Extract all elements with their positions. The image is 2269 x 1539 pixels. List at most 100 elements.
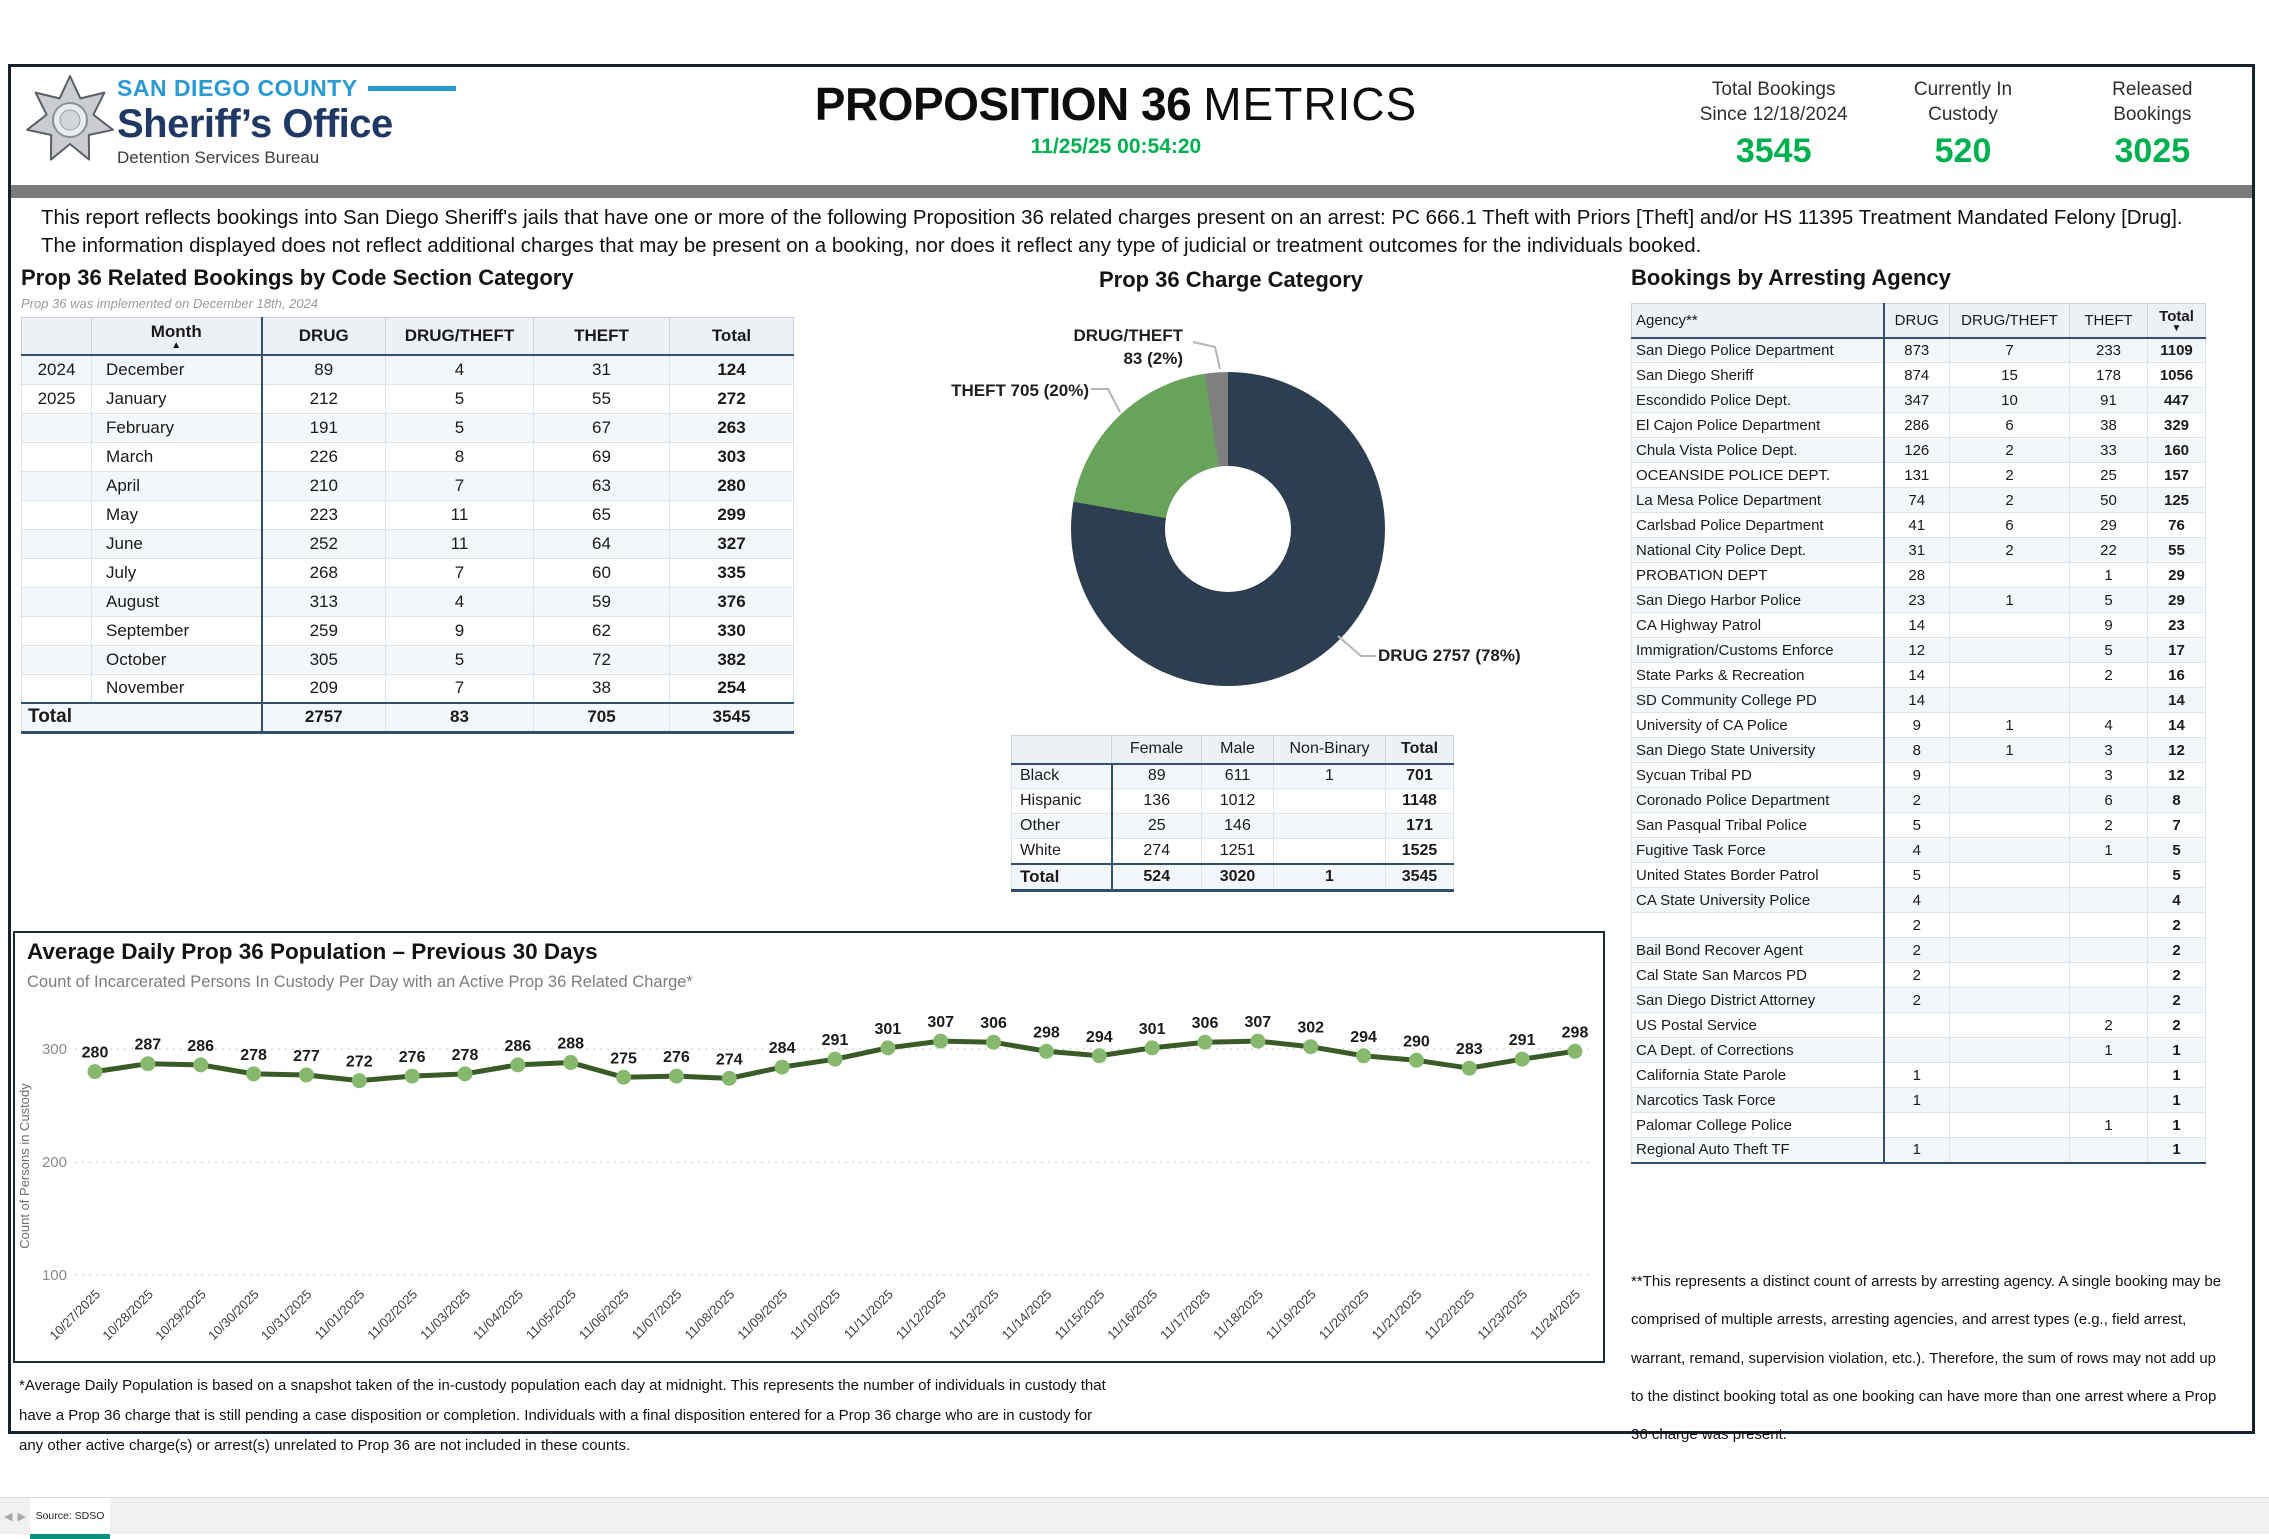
svg-text:274: 274 [716,1051,743,1068]
table-cell [1273,838,1386,864]
kpi-stats: Total Bookings Since 12/18/2024 3545 Curr… [1679,77,2247,171]
table-cell: 299 [669,499,794,530]
table-cell: 191 [260,412,386,443]
total-column-header[interactable]: Total [1385,735,1454,765]
table-cell: 29 [2147,587,2206,613]
blue-dash-rule [367,86,456,91]
agency-row: El Cajon Police Department 286 6 38 329 [1631,412,2206,438]
total-column-header[interactable]: Total ▼ [2147,303,2206,339]
next-sheet-icon[interactable]: ▶ [17,1510,26,1523]
table-cell: 313 [260,586,386,617]
theft-column-header[interactable]: THEFT [2069,303,2148,339]
table-cell: 8 [2147,787,2206,813]
table-cell: 25 [1110,813,1202,839]
table-cell: CA Dept. of Corrections [1631,1037,1884,1063]
previous-sheet-icon[interactable]: ◀ [4,1510,13,1523]
dashboard-frame: SAN DIEGO COUNTY Sheriff’s Office Detent… [8,64,2255,1454]
table-cell: 2 [1882,937,1950,963]
agency-row: OCEANSIDE POLICE DEPT. 131 2 25 157 [1631,462,2206,488]
table-cell: 2 [1949,437,2070,463]
table-cell: 33 [2069,437,2148,463]
agency-table-title: Bookings by Arresting Agency [1631,265,1951,290]
svg-text:280: 280 [82,1045,109,1062]
svg-text:11/14/2025: 11/14/2025 [999,1287,1055,1343]
arresting-agency-table: Agency** DRUG DRUG/THEFT THEFT Total ▼ Sa… [1631,303,2206,1164]
table-cell [21,470,92,501]
table-cell: 3 [2069,762,2148,788]
table-cell: 62 [533,615,670,646]
table-cell: 9 [1882,762,1950,788]
table-cell: Cal State San Marcos PD [1631,962,1884,988]
agency-row: Escondido Police Dept. 347 10 91 447 [1631,387,2206,413]
svg-text:10/30/2025: 10/30/2025 [205,1287,262,1344]
agency-column-header[interactable]: Agency** [1631,303,1884,339]
monthly-row: August 313 4 59 376 [21,586,794,617]
svg-text:11/02/2025: 11/02/2025 [364,1287,420,1343]
drugtheft-column-header[interactable]: DRUG/THEFT [385,317,534,356]
svg-text:11/10/2025: 11/10/2025 [787,1287,843,1343]
table-cell: November [91,673,262,704]
theft-column-header[interactable]: THEFT [533,317,670,356]
table-cell: 31 [533,354,670,385]
table-cell: 376 [669,586,794,617]
svg-text:278: 278 [452,1047,479,1064]
monthly-row: November 209 7 38 254 [21,673,794,704]
table-cell [2069,1137,2148,1164]
table-cell: CA State University Police [1631,887,1884,913]
table-cell: 4 [1882,837,1950,863]
table-cell: San Diego Sheriff [1631,362,1884,388]
table-cell: 65 [533,499,670,530]
svg-text:272: 272 [346,1054,373,1071]
race-column-header [1011,735,1112,765]
svg-text:11/01/2025: 11/01/2025 [311,1287,367,1343]
table-cell: 2 [2147,1012,2206,1038]
svg-text:275: 275 [610,1050,637,1067]
demographics-row: Hispanic 136 1012 1148 [1011,788,1454,814]
nonbinary-column-header[interactable]: Non-Binary [1273,735,1386,765]
table-cell [21,586,92,617]
population-line-chart[interactable]: 300 200 100 Count of Persons in Custody 280 1… [15,1001,1601,1361]
table-cell [21,441,92,472]
male-column-header[interactable]: Male [1201,735,1274,765]
table-cell [21,644,92,675]
drug-column-header[interactable]: DRUG [1882,303,1950,339]
table-cell: 7 [385,673,534,704]
table-cell: OCEANSIDE POLICE DEPT. [1631,462,1884,488]
table-cell: 1251 [1201,838,1274,864]
table-cell: 55 [2147,537,2206,563]
table-cell [21,528,92,559]
table-cell: 209 [260,673,386,704]
svg-text:11/04/2025: 11/04/2025 [470,1287,526,1343]
table-cell: 23 [1882,587,1950,613]
table-cell: San Diego State University [1631,737,1884,763]
table-cell: 83 [385,702,534,734]
drug-column-header[interactable]: DRUG [260,317,386,356]
table-cell: 1 [1273,862,1386,892]
table-cell [2069,912,2148,938]
table-cell: 3020 [1201,862,1274,892]
monthly-row: July 268 7 60 335 [21,557,794,588]
drugtheft-column-header[interactable]: DRUG/THEFT [1949,303,2070,339]
table-cell: 1 [2147,1062,2206,1088]
table-cell: National City Police Dept. [1631,537,1884,563]
demographics-total-row: Total 524 3020 1 3545 [1011,862,1454,892]
total-column-header[interactable]: Total [669,317,794,356]
agency-row: United States Border Patrol 5 5 [1631,862,2206,888]
donut-label-drugtheft: DRUG/THEFT 83 (2%) [1073,326,1183,368]
table-cell: Black [1011,763,1112,789]
table-cell: 330 [669,615,794,646]
table-cell: 272 [669,383,794,414]
table-cell: 1 [1882,1062,1950,1088]
month-column-header[interactable]: Month ▲ [91,317,262,356]
agency-row: Narcotics Task Force 1 1 [1631,1087,2206,1113]
table-cell [1949,962,2070,988]
table-cell: 7 [385,470,534,501]
report-timestamp: 11/25/25 00:54:20 [1030,135,1202,158]
agency-row: National City Police Dept. 31 2 22 55 [1631,537,2206,563]
agency-row: CA Dept. of Corrections 1 1 [1631,1037,2206,1063]
sheet-tab-source-sdso[interactable]: Source: SDSO [30,1498,110,1539]
table-cell [1631,912,1884,938]
monthly-row: June 252 11 64 327 [21,528,794,559]
female-column-header[interactable]: Female [1111,735,1202,765]
table-cell: 2 [1882,912,1950,938]
